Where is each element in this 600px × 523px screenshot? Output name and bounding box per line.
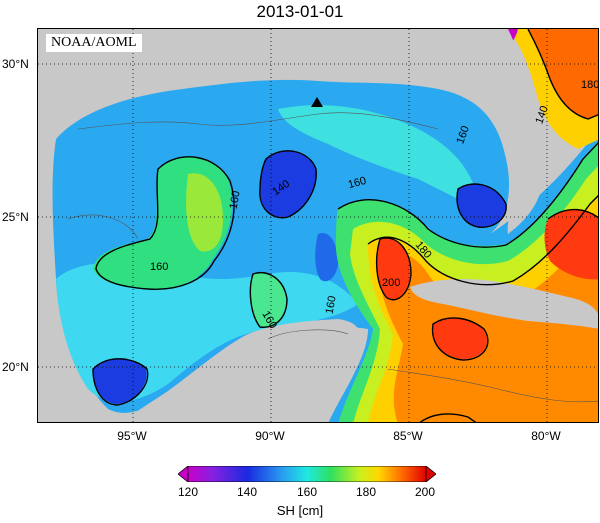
land-cuba	[410, 279, 598, 329]
colorbar-label: SH [cm]	[276, 503, 324, 518]
colorbar-tick: 200	[414, 485, 436, 499]
sea-height-map	[38, 29, 598, 422]
map-title: 2013-01-01	[256, 2, 344, 21]
map-panel: 140 160 160 160 160 160 160 180 180 200 …	[37, 28, 599, 423]
lat-label-25n: 25°N	[2, 210, 29, 224]
land-north-coast	[38, 29, 598, 149]
colorbar-tick: 140	[236, 485, 258, 499]
contour-label: 180	[581, 79, 599, 91]
land-mexico-west	[38, 149, 117, 422]
colorbar	[178, 466, 436, 482]
land-florida	[478, 29, 545, 234]
lon-label-90w: 90°W	[255, 429, 285, 443]
lat-label-20n: 20°N	[2, 360, 29, 374]
colorbar-tick: 160	[296, 485, 318, 499]
lon-label-85w: 85°W	[393, 429, 423, 443]
colorbar-tick: 180	[355, 485, 377, 499]
station-marker	[311, 97, 323, 107]
contour-label: 160	[150, 261, 169, 273]
lon-label-95w: 95°W	[117, 429, 147, 443]
lat-label-30n: 30°N	[2, 57, 29, 71]
colorbar-tick: 120	[177, 485, 199, 499]
land-yucatan	[121, 319, 361, 422]
contour-label: 200	[382, 277, 401, 289]
lon-label-80w: 80°W	[531, 429, 561, 443]
credit-label: NOAA/AOML	[46, 34, 142, 52]
